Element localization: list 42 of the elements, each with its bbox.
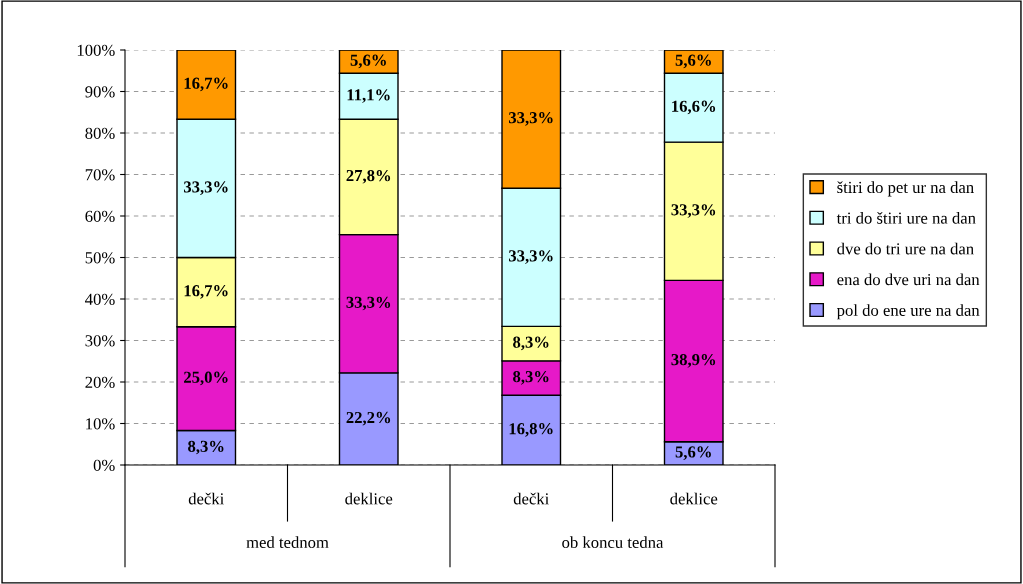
y-tick-label: 40% bbox=[85, 293, 115, 305]
data-label: 8,3% bbox=[513, 336, 549, 351]
y-tick-label: 90% bbox=[85, 86, 115, 98]
y-tick-label: 0% bbox=[93, 459, 115, 471]
data-label: 16,8% bbox=[509, 423, 553, 437]
data-label: 16,7% bbox=[184, 77, 228, 92]
x-tick-label: dečki bbox=[513, 492, 549, 505]
y-tick-label: 60% bbox=[85, 210, 115, 222]
data-label: 16,7% bbox=[184, 285, 228, 299]
data-label: 38,9% bbox=[671, 353, 716, 368]
x-tick-label: dečki bbox=[188, 492, 224, 505]
data-label: 22,2% bbox=[346, 411, 391, 426]
data-label: 33,3% bbox=[346, 296, 391, 311]
data-label: 27,8% bbox=[346, 169, 391, 184]
y-tick-label: 30% bbox=[85, 335, 115, 347]
y-tick-label: 20% bbox=[85, 376, 115, 388]
x-tick-label: deklice bbox=[345, 492, 393, 505]
y-tick-label: 70% bbox=[85, 169, 115, 181]
data-label: 33,3% bbox=[183, 181, 228, 195]
text: ob koncu tedna bbox=[562, 536, 664, 549]
legend-label: dve do tri ure na dan bbox=[837, 242, 974, 255]
data-label: 11,1% bbox=[347, 89, 390, 103]
y-tick-label: 100% bbox=[77, 44, 115, 56]
text: med tednom bbox=[246, 536, 329, 549]
data-label: 33,3% bbox=[508, 250, 553, 264]
data-label: 5,6% bbox=[675, 446, 711, 460]
legend-label: pol do ene ure na dan bbox=[836, 304, 980, 320]
data-label: 8,3% bbox=[513, 370, 549, 385]
data-label: 8,3% bbox=[188, 440, 224, 455]
data-label: 33,3% bbox=[671, 204, 716, 218]
data-label: 5,6% bbox=[675, 54, 711, 69]
data-label: 5,6% bbox=[350, 54, 386, 69]
data-label: 16,6% bbox=[672, 100, 716, 115]
y-tick-label: 80% bbox=[85, 127, 115, 139]
legend-label: tri do štiri ure na dan bbox=[836, 212, 976, 224]
y-tick-label: 10% bbox=[86, 418, 115, 430]
x-tick-label: deklice bbox=[670, 492, 718, 505]
legend-label: štiri do pet ur na dan bbox=[837, 181, 974, 197]
legend-label: ena do dve uri na dan bbox=[837, 273, 980, 286]
data-label: 25,0% bbox=[184, 371, 228, 386]
y-tick-label: 50% bbox=[85, 252, 115, 264]
data-label: 33,3% bbox=[508, 112, 553, 126]
